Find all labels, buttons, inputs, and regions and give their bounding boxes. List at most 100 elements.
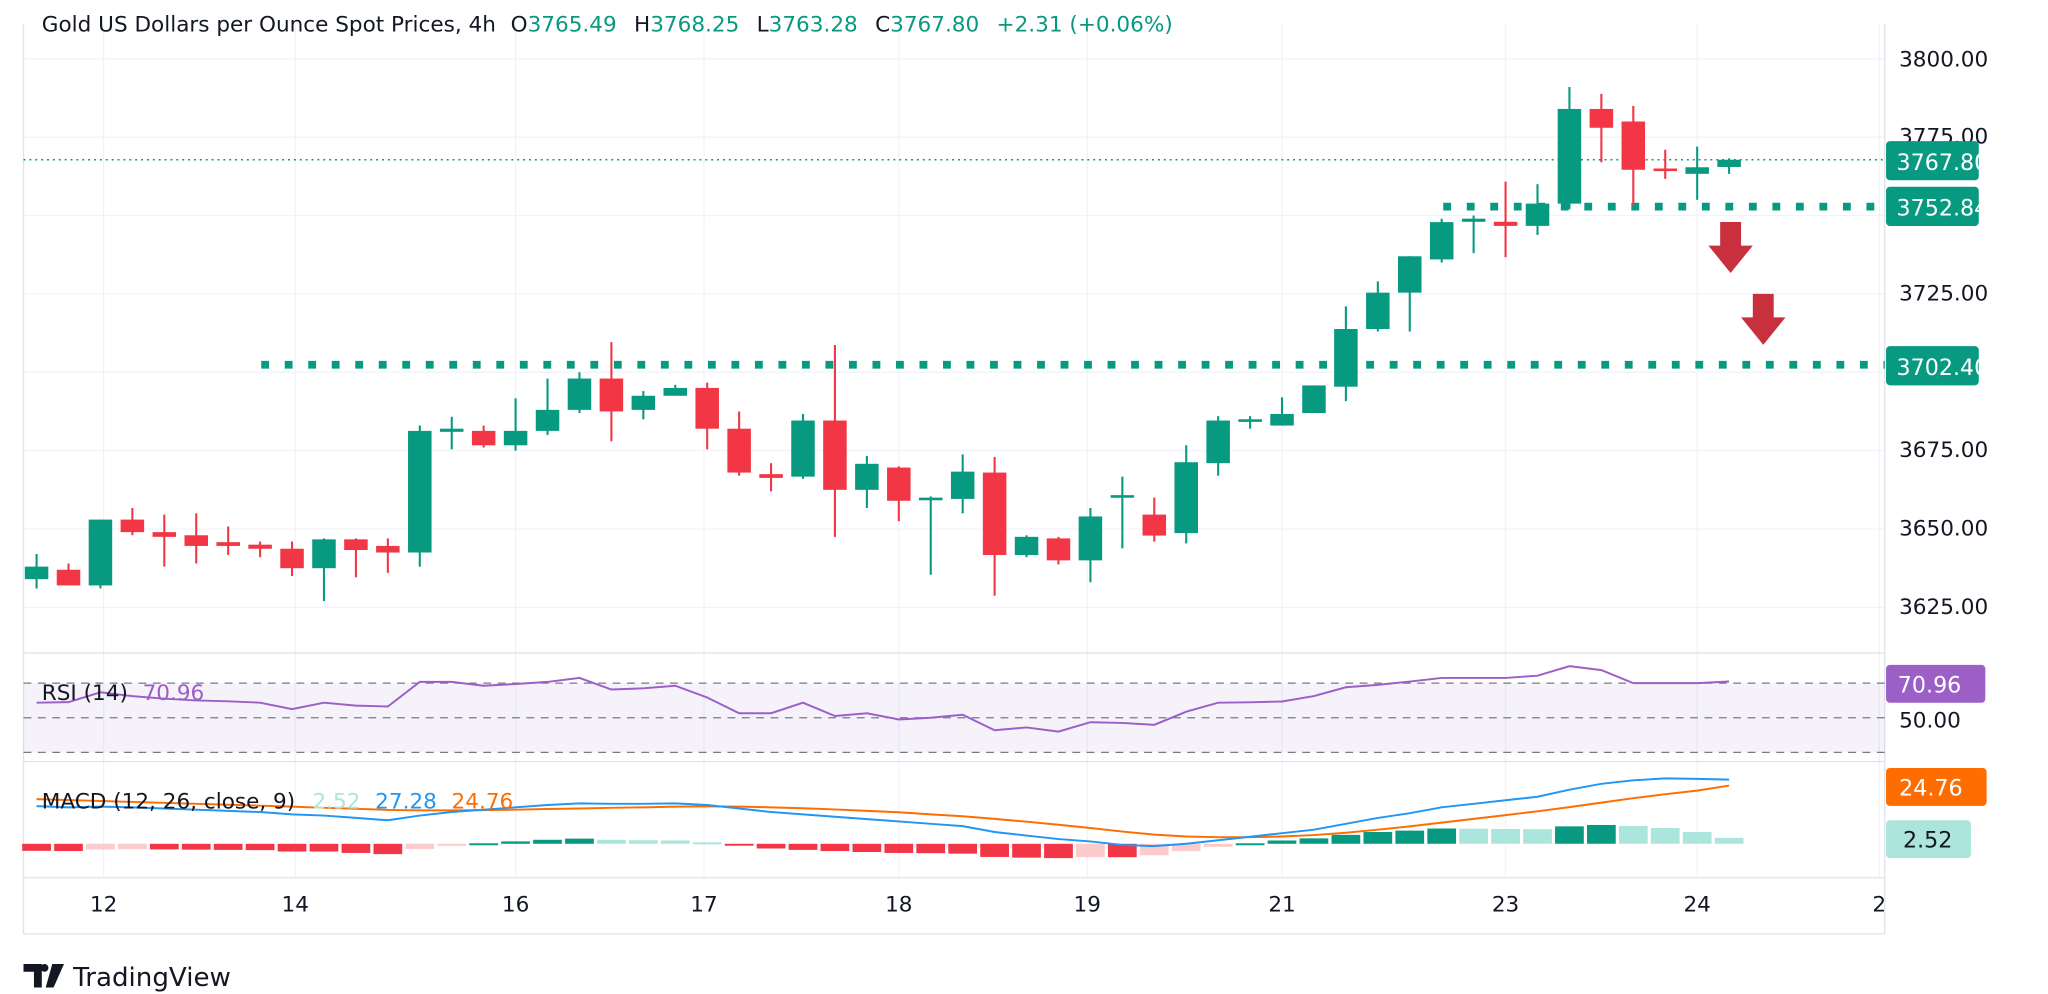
chart-title: Gold US Dollars per Ounce Spot Prices, 4… xyxy=(42,12,496,37)
macd-histogram-bar xyxy=(533,839,562,844)
price-tick: 3675.00 xyxy=(1899,438,1988,463)
price-tick: 3725.00 xyxy=(1899,281,1988,306)
time-tick: 23 xyxy=(1492,893,1519,918)
macd-histogram-bar xyxy=(118,843,147,850)
macd-histogram-bar xyxy=(788,843,818,850)
macd-histogram-bar xyxy=(1171,843,1201,852)
time-tick: 24 xyxy=(1683,893,1710,918)
candle-body xyxy=(88,519,113,586)
down-arrow-icon xyxy=(1708,222,1753,273)
candle-body xyxy=(535,409,560,431)
macd-histogram-bar xyxy=(1523,829,1552,844)
price-axis[interactable]: 3800.00 3775.00 3725.00 3675.00 3650.00 … xyxy=(1899,48,1988,620)
candle xyxy=(535,378,560,435)
candle xyxy=(216,526,240,556)
candle xyxy=(1621,105,1646,207)
rsi-value: 70.96 xyxy=(143,681,205,706)
time-tick: 16 xyxy=(502,893,529,918)
macd-histogram-bar xyxy=(501,841,530,844)
candle-body xyxy=(1461,218,1486,222)
price-tick: 3650.00 xyxy=(1899,517,1988,542)
candle-body xyxy=(1525,203,1550,226)
annotations xyxy=(1708,222,1786,345)
candle xyxy=(855,455,879,508)
macd-histogram-bar xyxy=(86,843,115,850)
macd-histogram-bar xyxy=(1267,840,1297,844)
candle xyxy=(1589,93,1614,163)
candle-body xyxy=(1717,159,1741,167)
macd-line xyxy=(36,777,1730,848)
macd-histogram-bar xyxy=(309,843,339,852)
candle xyxy=(887,466,911,522)
macd-histogram-bar xyxy=(724,843,754,846)
candle xyxy=(1557,87,1582,210)
macd-histogram-bar xyxy=(54,843,83,852)
macd-line-value: 27.28 xyxy=(375,790,437,815)
macd-histogram-bar xyxy=(1618,825,1648,844)
macd-pane xyxy=(22,777,1744,859)
macd-histogram-bar xyxy=(149,843,179,850)
macd-histogram-bar xyxy=(948,843,978,854)
macd-histogram-bar xyxy=(1363,832,1393,844)
macd-histogram-bar xyxy=(181,843,211,850)
macd-histogram-bar xyxy=(1587,824,1616,844)
macd-histogram-bar xyxy=(565,838,594,844)
rsi-mid-tick: 50.00 xyxy=(1899,709,1961,734)
candle-body xyxy=(216,542,240,546)
macd-histogram-bar xyxy=(1203,843,1233,847)
candle xyxy=(471,425,496,448)
candle-body xyxy=(887,467,911,501)
candle-body xyxy=(1174,462,1198,534)
tradingview-logo[interactable]: TradingView xyxy=(23,963,231,993)
macd-histogram-bar xyxy=(437,843,467,846)
macd-histogram-bar xyxy=(213,843,243,850)
macd-histogram-bar xyxy=(628,840,658,844)
candle xyxy=(1014,535,1039,558)
candle xyxy=(791,413,815,479)
candle-body xyxy=(855,463,879,490)
macd-histogram-bar xyxy=(820,843,850,852)
macd-histogram-bar xyxy=(405,843,435,849)
macd-histogram-bar xyxy=(1044,843,1073,859)
candle xyxy=(1653,149,1677,179)
svg-text:24.76: 24.76 xyxy=(1899,775,1963,801)
candle-body xyxy=(184,535,208,546)
candle xyxy=(1238,416,1262,429)
candle xyxy=(1461,215,1486,254)
time-tick: 19 xyxy=(1074,893,1101,918)
candle xyxy=(631,391,656,420)
candle-body xyxy=(759,474,783,478)
svg-text:3752.84: 3752.84 xyxy=(1896,196,1988,222)
candle-body xyxy=(1142,514,1167,536)
candle xyxy=(56,563,81,586)
candle xyxy=(376,538,400,573)
candle-body xyxy=(1206,420,1230,464)
candle-body xyxy=(1621,121,1646,170)
candle xyxy=(88,519,113,589)
candle xyxy=(918,496,943,575)
time-tick: 21 xyxy=(1268,893,1295,918)
candle-body xyxy=(791,420,815,477)
macd-histogram-bar xyxy=(1650,828,1680,844)
macd-histogram-bar xyxy=(1714,837,1744,844)
svg-text:3702.40: 3702.40 xyxy=(1896,355,1988,381)
macd-histogram-bar xyxy=(1107,843,1137,858)
candle xyxy=(1334,306,1358,402)
time-tick: 18 xyxy=(885,893,912,918)
macd-signal-line xyxy=(36,784,1730,839)
candle-body xyxy=(1238,419,1262,422)
candle xyxy=(248,541,272,558)
candle-body xyxy=(950,471,975,499)
macd-histogram-bar xyxy=(980,843,1009,857)
candle xyxy=(567,372,592,414)
time-axis[interactable]: 12 14 16 17 18 19 21 23 24 2 xyxy=(90,893,1886,918)
candle-body xyxy=(1366,292,1390,330)
macd-histogram-bar xyxy=(1331,834,1361,844)
macd-histogram-bar xyxy=(1299,838,1329,844)
candle xyxy=(120,507,145,536)
change-value: +2.31 (+0.06%) xyxy=(997,12,1173,37)
level-1-label: 3752.84 xyxy=(1886,186,1988,226)
candle-body xyxy=(567,378,592,410)
candle xyxy=(727,411,751,476)
